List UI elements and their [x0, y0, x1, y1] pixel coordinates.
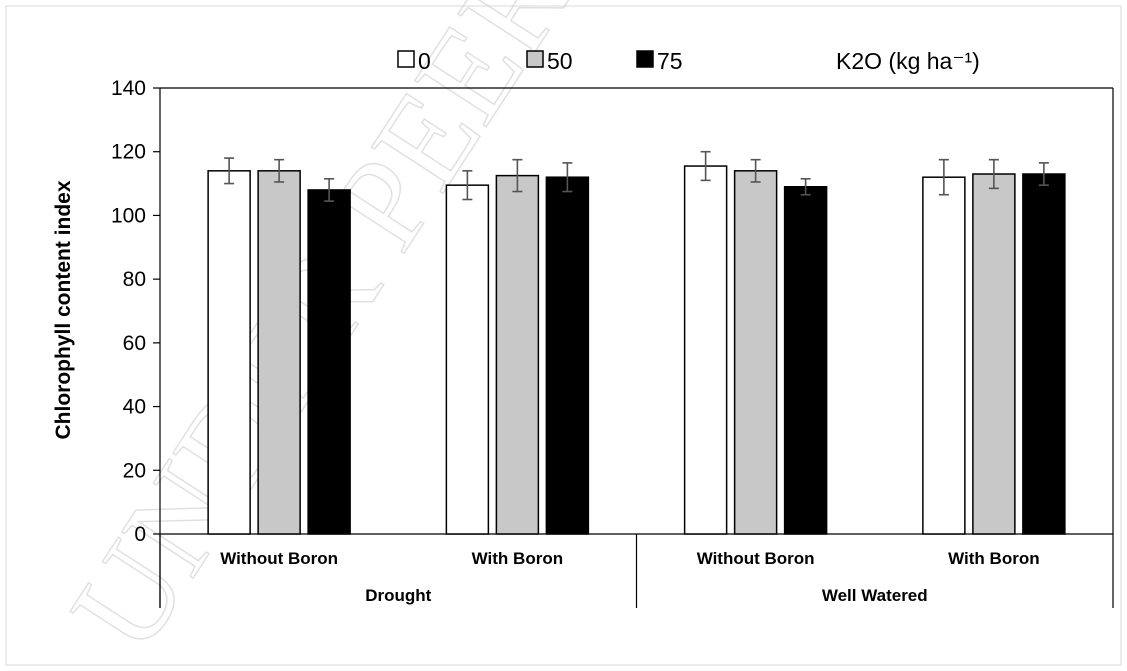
y-tick-label: 0: [134, 523, 146, 546]
legend-label: 0: [418, 48, 431, 74]
x-group-label: Well Watered: [822, 586, 928, 605]
bar: [445, 184, 490, 535]
x-category-label: With Boron: [948, 549, 1039, 568]
legend: 0 50 75: [397, 48, 683, 74]
x-category-label: With Boron: [472, 549, 563, 568]
legend-swatch: [526, 50, 544, 68]
bar: [972, 173, 1016, 535]
bar: [545, 176, 590, 535]
legend-label: 75: [657, 48, 683, 74]
x-category-label: Without Boron: [697, 549, 815, 568]
y-tick-label: 100: [111, 204, 146, 227]
legend-label: 50: [547, 48, 573, 74]
y-tick-label: 80: [123, 268, 146, 291]
y-tick-label: 140: [111, 77, 146, 100]
x-category-label: Without Boron: [220, 549, 338, 568]
bar: [683, 165, 728, 535]
legend-swatch: [636, 50, 654, 68]
bar: [1022, 173, 1066, 535]
y-tick-label: 20: [123, 459, 146, 482]
bar: [207, 170, 251, 535]
bar: [257, 170, 301, 535]
y-tick-label: 120: [111, 141, 146, 164]
bar: [922, 176, 966, 535]
y-tick-label: 60: [123, 332, 146, 355]
legend-swatch: [397, 50, 415, 68]
plot-area: 0 20 40 60 80 100 120 140 Without Boron With Boro…: [111, 77, 1114, 608]
y-tick-label: 40: [123, 396, 146, 419]
x-group-label: Drought: [365, 586, 431, 605]
y-axis-title: Chlorophyll content index: [52, 180, 75, 439]
legend-title: K2O (kg ha⁻¹): [836, 48, 980, 74]
bar: [733, 170, 778, 535]
bar: [307, 189, 351, 535]
bar: [495, 174, 540, 535]
bar: [783, 186, 828, 535]
